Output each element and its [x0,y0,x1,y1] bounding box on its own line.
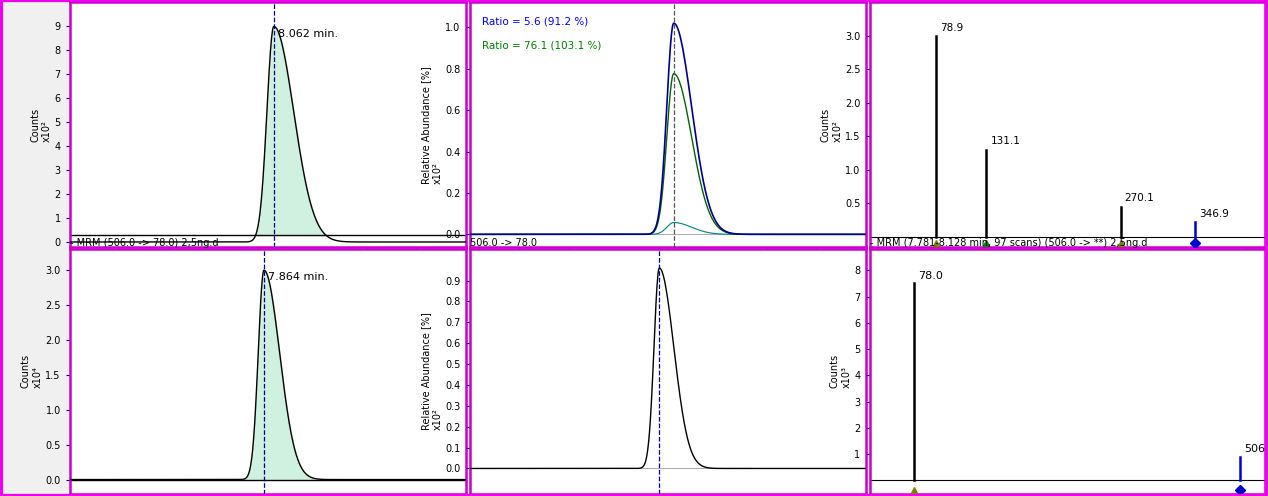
X-axis label: Acquisition Time (min): Acquisition Time (min) [609,269,727,279]
Text: Ratio = 76.1 (103.1 %): Ratio = 76.1 (103.1 %) [482,41,601,51]
Text: - MRM (7.781-8.128 min, 97 scans) (506.0 -> **) 2,5ng.d: - MRM (7.781-8.128 min, 97 scans) (506.0… [870,239,1146,248]
Text: 7.864 min.: 7.864 min. [268,272,328,282]
Y-axis label: Relative Abundance [%]
x10²: Relative Abundance [%] x10² [421,65,443,184]
Text: 78.9: 78.9 [940,23,964,33]
Text: 346.9 -> 78.9 , 348.9 -> 270.1 , 348.9 -> 131.1: 346.9 -> 78.9 , 348.9 -> 270.1 , 348.9 -… [469,0,701,1]
Text: 78.0: 78.0 [918,271,943,281]
Y-axis label: Counts
x10²: Counts x10² [30,108,52,142]
Text: - MRM (506.0 -> 78.0) 2,5ng.d: - MRM (506.0 -> 78.0) 2,5ng.d [70,239,218,248]
Text: Ratio = 5.6 (91.2 %): Ratio = 5.6 (91.2 %) [482,16,588,26]
Text: 270.1: 270.1 [1125,193,1154,203]
Text: 346.9: 346.9 [1198,209,1229,219]
Text: - MRM (346.9 -> 78.9) 2,5ng.d: - MRM (346.9 -> 78.9) 2,5ng.d [70,0,218,1]
X-axis label: Mass-to-Charge (m/z): Mass-to-Charge (m/z) [1012,269,1123,279]
X-axis label: Acquisition Time (min): Acquisition Time (min) [209,269,326,279]
Y-axis label: Counts
x10⁴: Counts x10⁴ [20,354,42,388]
Text: 506.0 -> 78.0: 506.0 -> 78.0 [469,239,536,248]
Y-axis label: Relative Abundance [%]
x10²: Relative Abundance [%] x10² [421,312,443,431]
Y-axis label: Counts
x10³: Counts x10³ [829,354,852,388]
Text: 8.062 min.: 8.062 min. [278,29,339,39]
Text: 506.0: 506.0 [1244,444,1268,454]
Y-axis label: Counts
x10²: Counts x10² [820,108,842,142]
Text: 131.1: 131.1 [990,136,1021,146]
Text: - MRM (7.964-8.282 min) (346.9->**,348.9->**) 2,5ng.d: - MRM (7.964-8.282 min) (346.9->**,348.9… [870,0,1142,1]
